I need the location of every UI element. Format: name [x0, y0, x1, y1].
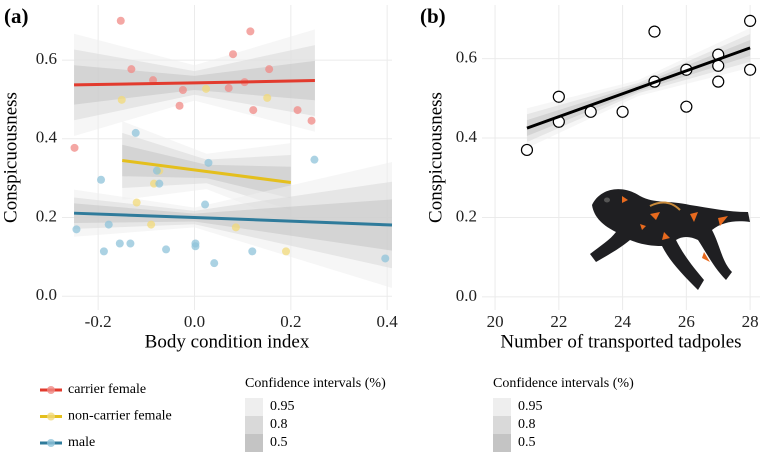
- y-tick-label: 0.0: [36, 285, 57, 304]
- x-tick-label: 0.2: [280, 312, 301, 331]
- legend-point: [47, 439, 55, 447]
- data-point: [99, 247, 108, 256]
- data-point: [116, 16, 125, 25]
- fit-line: [73, 211, 393, 227]
- fit-line: [74, 79, 315, 87]
- x-tick-label: 0.0: [184, 312, 205, 331]
- x-tick-label: 22: [550, 312, 567, 331]
- data-point: [152, 166, 161, 175]
- data-point: [191, 242, 200, 251]
- data-point: [155, 179, 164, 188]
- y-tick-label: 0.2: [456, 206, 477, 225]
- data-point: [127, 65, 136, 74]
- data-point: [231, 223, 240, 232]
- y-tick-label: 0.6: [456, 48, 477, 67]
- data-point: [293, 106, 302, 115]
- legend-label: male: [68, 435, 95, 450]
- data-point: [744, 14, 757, 27]
- data-point: [204, 158, 213, 167]
- data-point: [72, 225, 81, 234]
- legend-title: Confidence intervals (%): [493, 376, 634, 391]
- legend-label: carrier female: [68, 382, 146, 397]
- x-tick-label: 26: [678, 312, 695, 331]
- data-point: [616, 105, 629, 118]
- y-tick-label: 0.4: [456, 127, 478, 146]
- data-point: [282, 247, 291, 256]
- data-point: [263, 93, 272, 102]
- data-point: [680, 100, 693, 113]
- frog-illustration: [590, 189, 750, 290]
- data-point: [520, 143, 534, 157]
- data-point: [115, 239, 124, 248]
- legend-label: 0.8: [518, 417, 536, 432]
- x-tick-label: 24: [614, 312, 632, 331]
- data-point: [131, 128, 140, 137]
- y-tick-label: 0.0: [456, 286, 477, 305]
- legend-label: 0.5: [270, 435, 288, 450]
- legend-key: [245, 434, 263, 452]
- data-point: [224, 84, 233, 93]
- x-tick-label: -0.2: [85, 312, 112, 331]
- x-axis-label: Number of transported tadpoles: [500, 331, 741, 352]
- data-point: [310, 155, 319, 164]
- data-point: [201, 200, 210, 209]
- legend-key: [493, 434, 511, 452]
- panel-label: (b): [420, 4, 446, 28]
- data-point: [210, 259, 219, 268]
- data-point: [132, 198, 141, 207]
- data-point: [229, 50, 238, 59]
- data-point: [175, 101, 184, 110]
- legend-label: 0.8: [270, 417, 288, 432]
- data-point: [117, 95, 126, 104]
- x-axis-label: Body condition index: [145, 331, 310, 352]
- data-point: [249, 106, 258, 115]
- legend-title: Confidence intervals (%): [245, 376, 386, 391]
- legend-key: [245, 416, 263, 434]
- y-axis-label: Conspicuousness: [0, 92, 21, 223]
- y-axis-label: Conspicuousness: [425, 92, 446, 223]
- legend-label: 0.5: [518, 435, 536, 450]
- legend-point: [47, 386, 55, 394]
- data-point: [265, 65, 274, 74]
- data-point: [178, 86, 187, 95]
- data-point: [744, 63, 757, 76]
- data-point: [97, 175, 106, 184]
- data-point: [712, 75, 725, 88]
- x-tick-label: 0.4: [377, 312, 399, 331]
- legend-label: 0.95: [270, 399, 295, 414]
- y-tick-label: 0.2: [36, 206, 57, 225]
- panel-label: (a): [4, 4, 29, 28]
- data-point: [307, 116, 316, 125]
- data-point: [202, 84, 211, 93]
- data-point: [147, 220, 156, 229]
- data-point: [162, 245, 171, 254]
- data-point: [381, 254, 390, 263]
- data-point: [648, 25, 661, 38]
- legend-point: [47, 412, 55, 421]
- y-tick-label: 0.6: [36, 49, 57, 68]
- legend-label: 0.95: [518, 399, 543, 414]
- legend-label: non-carrier female: [68, 409, 172, 424]
- data-point: [246, 27, 255, 36]
- data-point: [70, 143, 79, 152]
- data-point: [104, 220, 113, 229]
- y-tick-label: 0.4: [36, 128, 58, 147]
- legend-key: [493, 416, 511, 434]
- data-point: [248, 247, 257, 256]
- fit-line: [526, 46, 751, 130]
- x-tick-label: 20: [487, 312, 504, 331]
- fit-line: [122, 158, 292, 184]
- data-point: [126, 239, 135, 248]
- legend-key: [493, 398, 511, 416]
- data-point: [552, 90, 565, 103]
- legend-key: [245, 398, 263, 416]
- x-tick-label: 28: [742, 312, 759, 331]
